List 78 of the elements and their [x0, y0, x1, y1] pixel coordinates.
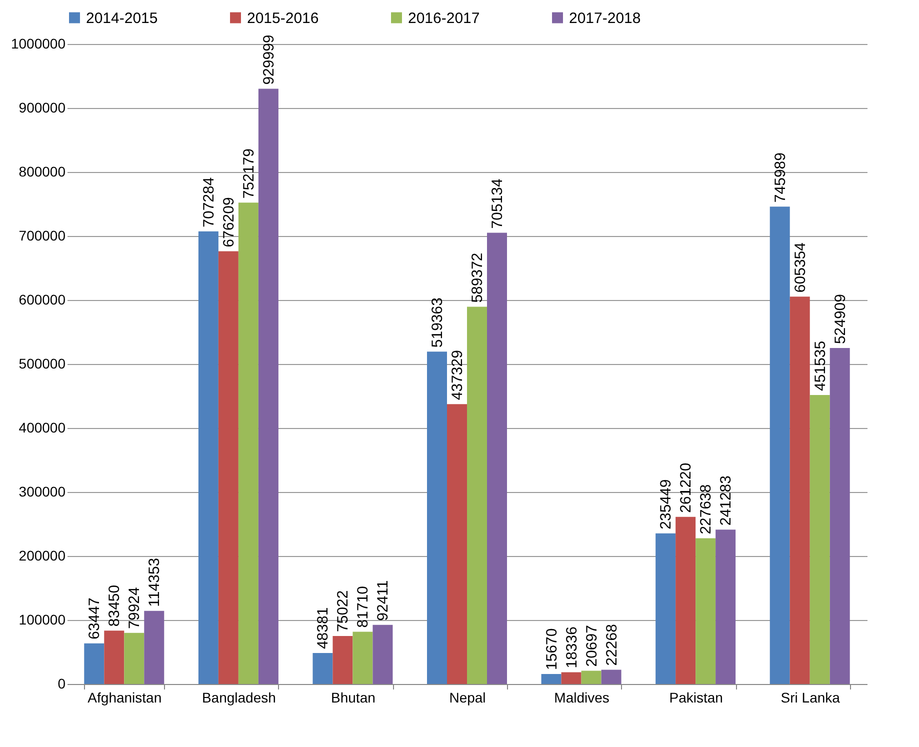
x-tick-label: Afghanistan [88, 690, 162, 706]
data-label: 605354 [792, 242, 809, 293]
bar [810, 395, 830, 684]
bar [790, 296, 810, 684]
y-tick-label: 800000 [18, 164, 66, 180]
bar [372, 624, 393, 684]
x-tick-label: Maldives [554, 690, 610, 706]
y-tick-label: 0 [58, 676, 66, 692]
x-tick-label: Pakistan [669, 690, 723, 706]
bar [104, 630, 124, 684]
bar [258, 88, 278, 684]
data-label: 241283 [718, 476, 735, 526]
y-tick-label: 900000 [18, 100, 66, 116]
bar [601, 670, 622, 684]
bar [656, 533, 676, 684]
data-label: 752179 [240, 148, 258, 199]
bar [198, 231, 218, 684]
y-tick-label: 500000 [18, 356, 66, 372]
bar [830, 348, 850, 684]
bar [676, 516, 696, 684]
bar [467, 306, 487, 684]
bar [84, 643, 104, 684]
bar [447, 404, 467, 684]
data-label: 63447 [86, 598, 104, 640]
bar [124, 632, 144, 684]
bar [541, 674, 562, 684]
data-label: 519363 [429, 298, 446, 348]
bar [332, 636, 353, 684]
data-label: 79924 [126, 587, 144, 629]
bar [770, 206, 790, 684]
data-label: 524909 [832, 294, 849, 344]
y-tick-label: 300000 [18, 484, 66, 500]
data-label: 114353 [146, 558, 164, 607]
data-label: 81710 [354, 586, 372, 628]
data-label: 18336 [563, 626, 580, 668]
data-label: 589372 [469, 252, 486, 303]
y-tick-label: 700000 [18, 228, 66, 244]
data-label: 227638 [698, 484, 715, 534]
bar [561, 672, 582, 684]
y-tick-label: 600000 [18, 292, 66, 308]
y-tick-label: 1000000 [10, 36, 66, 52]
x-tick-label: Bhutan [331, 690, 376, 706]
data-label: 75022 [334, 590, 352, 632]
data-label: 20697 [583, 625, 600, 667]
data-label: 15670 [543, 628, 560, 670]
x-tick-label: Nepal [449, 690, 486, 706]
data-label: 676209 [220, 197, 238, 248]
y-tick-label: 200000 [18, 548, 66, 564]
bar [581, 670, 602, 684]
y-tick-label: 100000 [18, 612, 66, 628]
data-label: 22268 [603, 624, 620, 666]
data-label: 92411 [374, 580, 392, 621]
bar [312, 653, 333, 684]
bar [144, 610, 164, 684]
legend-label: 2017-2018 [569, 10, 641, 27]
legend-label: 2015-2016 [247, 10, 319, 27]
data-label: 745989 [772, 152, 789, 203]
data-label: 261220 [678, 462, 695, 513]
bar [427, 352, 447, 684]
legend-label: 2014-2015 [86, 10, 158, 27]
y-tick-label: 400000 [18, 420, 66, 436]
data-label: 437329 [449, 350, 466, 400]
data-label: 451535 [812, 340, 829, 392]
data-label: 235449 [658, 479, 675, 530]
x-tick-label: Sri Lanka [780, 690, 840, 706]
data-label: 929999 [260, 34, 278, 85]
data-label: 83450 [106, 584, 124, 627]
bar [696, 538, 716, 684]
data-label: 705134 [489, 178, 506, 229]
data-label: 707284 [200, 177, 218, 228]
data-label: 48381 [314, 607, 332, 650]
bar [487, 232, 507, 684]
bar [238, 202, 258, 684]
bar [218, 251, 238, 684]
x-tick-label: Bangladesh [202, 690, 276, 706]
bar [716, 530, 736, 684]
bar [352, 632, 373, 684]
legend-label: 2016-2017 [408, 10, 480, 27]
